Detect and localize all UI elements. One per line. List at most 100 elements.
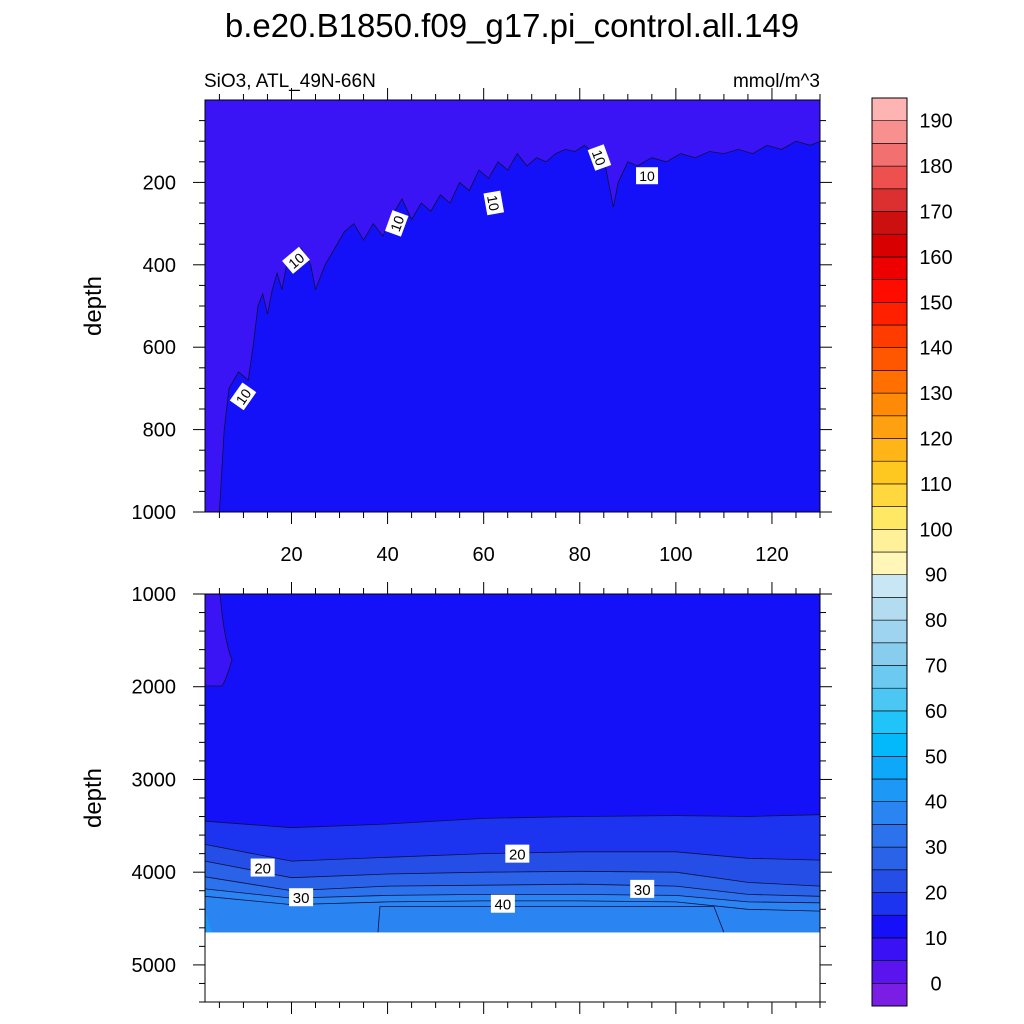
colorbar-tick-label: 150 (919, 292, 952, 314)
contour-label-upper: 10 (229, 382, 257, 411)
contour-label-upper: 10 (483, 190, 505, 216)
upper-x-tick-label: 120 (755, 544, 788, 566)
contour-label-text: 30 (634, 882, 651, 899)
colorbar-swatch (871, 528, 908, 553)
colorbar-tick-label: 130 (919, 383, 952, 405)
colorbar-swatch (871, 188, 908, 212)
contour-label-upper: 10 (282, 246, 310, 274)
lower-y-tick-label: 5000 (132, 955, 177, 977)
upper-x-tick-label: 100 (659, 544, 692, 566)
colorbar-swatch (871, 483, 908, 507)
colorbar-swatch (871, 279, 908, 303)
colorbar-swatch (871, 120, 908, 144)
colorbar-tick-label: 70 (925, 656, 947, 678)
contour-label-upper: 10 (384, 210, 409, 237)
colorbar-tick-label: 80 (925, 610, 947, 632)
contour-line-10 (204, 814, 821, 829)
contour-label-box (490, 894, 515, 913)
contour-label-upper: 10 (636, 167, 659, 185)
contour-line-15 (204, 844, 821, 862)
colorbar-swatch (871, 755, 908, 780)
colorbar-swatch (871, 143, 908, 167)
upper-x-tick-label: 60 (473, 544, 495, 566)
colorbar-swatch (871, 665, 908, 689)
upper-panel: 10 10 10 10 10 10 20 40 60 80 100 120 200 400 600 800 10… (80, 88, 832, 566)
upper-y-tick-label: 1000 (132, 502, 177, 524)
upper-x-tick-label: 20 (280, 544, 302, 566)
colorbar-tick-label: 60 (925, 701, 947, 723)
colorbar-swatch (871, 619, 908, 644)
colorbar-tick-label: 10 (925, 928, 947, 950)
colorbar-swatch (871, 733, 908, 757)
colorbar-swatch (871, 687, 908, 712)
colorbar-tick-label: 140 (919, 338, 952, 360)
colorbar-swatch (871, 892, 908, 916)
colorbar-swatch (871, 982, 908, 1007)
subtitle-left: SiO3, ATL_49N-66N (204, 71, 376, 92)
upper-y-tick-label: 200 (143, 172, 176, 194)
lower-band-40 (377, 906, 724, 933)
colorbar-swatch (871, 301, 908, 326)
colorbar-tick-label: 100 (919, 519, 952, 541)
lower-y-tick-label: 4000 (132, 862, 177, 884)
upper-region-10-20 (219, 141, 820, 512)
contour-label-text: 20 (509, 847, 526, 864)
contour-label-lower: 40 (490, 894, 515, 914)
lower-contour-line-10-left (205, 593, 233, 687)
colorbar-tick-label: 50 (925, 746, 947, 768)
contour-label-text: 10 (589, 148, 609, 168)
upper-y-axis-label: depth (80, 276, 107, 336)
contour-label-text: 10 (639, 168, 655, 184)
colorbar-swatch (871, 415, 908, 439)
colorbar-swatch (871, 211, 908, 235)
colorbar-frame (871, 97, 908, 1007)
colorbar-swatch (871, 233, 908, 258)
colorbar-tick-label: 160 (919, 247, 952, 269)
colorbar: 0 10 20 30 40 50 60 70 80 90 100 110 120 130 140 150 160… (871, 97, 953, 1007)
contour-label-text: 10 (484, 194, 502, 212)
upper-x-tick-label: 40 (376, 544, 398, 566)
lower-y-tick-label: 3000 (132, 769, 177, 791)
colorbar-tick-label: 0 (930, 973, 941, 995)
contour-label-lower: 20 (250, 858, 275, 878)
colorbar-swatch (871, 370, 908, 394)
colorbar-swatch (871, 869, 908, 893)
colorbar-swatch (871, 597, 908, 621)
lower-y-tick-label: 1000 (132, 584, 177, 606)
colorbar-tick-label: 20 (925, 883, 947, 905)
upper-y-tick-label: 800 (143, 420, 176, 442)
colorbar-swatch (871, 778, 908, 803)
colorbar-tick-label: 40 (925, 792, 947, 814)
contour-label-box (483, 190, 505, 216)
colorbar-swatch (871, 960, 908, 984)
contour-label-text: 30 (293, 890, 310, 907)
colorbar-swatch (871, 347, 908, 371)
contour-label-lower: 30 (289, 888, 314, 907)
contour-label-box (636, 167, 659, 185)
bottom-topography (205, 932, 820, 1002)
colorbar-tick-label: 180 (919, 156, 952, 178)
upper-y-tick-label: 600 (143, 337, 176, 359)
colorbar-swatch (871, 392, 908, 417)
contour-label-box (630, 879, 655, 898)
colorbar-swatch (871, 97, 908, 122)
contour-label-box (289, 888, 314, 907)
colorbar-tick-label: 30 (925, 837, 947, 859)
lower-band-45 (205, 911, 212, 933)
contour-label-text: 10 (387, 213, 407, 233)
colorbar-swatch (871, 256, 908, 280)
subtitle-units: mmol/m^3 (733, 71, 820, 92)
colorbar-tick-label: 110 (920, 474, 952, 496)
upper-y-tick-label: 400 (143, 255, 176, 277)
colorbar-tick-label: 190 (919, 111, 952, 133)
contour-label-box (587, 144, 612, 171)
colorbar-tick-label: 90 (925, 565, 947, 587)
colorbar-swatch (871, 914, 908, 939)
contour-label-text: 40 (495, 897, 512, 914)
colorbar-swatch (871, 324, 908, 349)
chart-title: b.e20.B1850.f09_g17.pi_control.all.149 (225, 7, 799, 44)
colorbar-swatch (871, 574, 908, 598)
colorbar-swatch (871, 551, 908, 576)
colorbar-swatch (871, 438, 908, 462)
contour-line-20 (204, 860, 821, 887)
